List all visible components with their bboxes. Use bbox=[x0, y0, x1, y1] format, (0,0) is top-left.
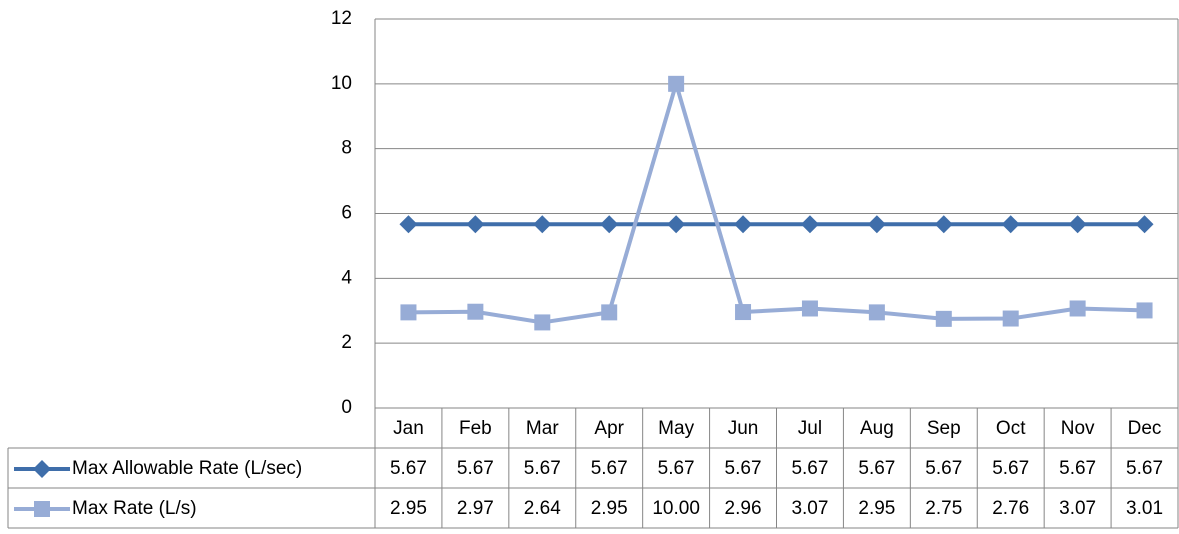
x-tick-label: May bbox=[658, 418, 694, 439]
data-point bbox=[935, 310, 952, 327]
series-line bbox=[408, 81, 1145, 325]
table-value: 3.07 bbox=[1059, 498, 1096, 519]
table-value: 5.67 bbox=[591, 458, 628, 479]
table-value: 2.95 bbox=[591, 498, 628, 519]
legend-key-marker bbox=[34, 501, 50, 517]
table-value: 5.67 bbox=[725, 458, 762, 479]
x-tick-label: Nov bbox=[1061, 418, 1095, 439]
y-tick-label: 6 bbox=[341, 203, 352, 224]
data-point bbox=[934, 215, 953, 234]
data-point bbox=[534, 314, 551, 331]
data-point bbox=[1068, 215, 1087, 234]
table-value: 5.67 bbox=[1126, 458, 1163, 479]
y-tick-label: 4 bbox=[341, 267, 352, 288]
data-point bbox=[1135, 215, 1154, 234]
table-value: 2.75 bbox=[925, 498, 962, 519]
data-point bbox=[533, 215, 552, 234]
data-point bbox=[668, 75, 685, 92]
table-value: 5.67 bbox=[390, 458, 427, 479]
y-tick-label: 2 bbox=[341, 332, 352, 353]
x-tick-label: Dec bbox=[1128, 418, 1162, 439]
x-tick-label: Jun bbox=[728, 418, 759, 439]
legend-key-marker bbox=[33, 460, 51, 478]
data-point bbox=[467, 303, 484, 320]
data-point bbox=[399, 215, 418, 234]
x-tick-label: Oct bbox=[996, 418, 1026, 439]
table-value: 5.67 bbox=[524, 458, 561, 479]
data-point bbox=[400, 304, 417, 321]
y-tick-label: 0 bbox=[341, 397, 352, 418]
x-tick-label: Jan bbox=[393, 418, 424, 439]
data-point bbox=[1002, 310, 1019, 327]
x-tick-label: Apr bbox=[594, 418, 624, 439]
data-point bbox=[667, 215, 686, 234]
table-value: 5.67 bbox=[791, 458, 828, 479]
legend-label: Max Rate (L/s) bbox=[72, 498, 197, 519]
data-point bbox=[1069, 300, 1086, 317]
table-value: 5.67 bbox=[925, 458, 962, 479]
x-tick-label: Feb bbox=[459, 418, 492, 439]
y-tick-label: 8 bbox=[341, 138, 352, 159]
x-tick-label: Aug bbox=[860, 418, 894, 439]
table-value: 2.95 bbox=[858, 498, 895, 519]
y-tick-label: 10 bbox=[331, 73, 352, 94]
data-point bbox=[800, 215, 819, 234]
table-value: 5.67 bbox=[457, 458, 494, 479]
table-value: 2.97 bbox=[457, 498, 494, 519]
x-tick-label: Sep bbox=[927, 418, 961, 439]
data-point bbox=[466, 215, 485, 234]
table-value: 5.67 bbox=[992, 458, 1029, 479]
table-value: 10.00 bbox=[652, 498, 700, 519]
y-tick-label: 12 bbox=[331, 8, 352, 29]
data-point bbox=[735, 304, 752, 321]
data-point bbox=[734, 215, 753, 234]
legend-label: Max Allowable Rate (L/sec) bbox=[72, 458, 302, 479]
data-point bbox=[1136, 302, 1153, 319]
data-point bbox=[1001, 215, 1020, 234]
table-value: 3.07 bbox=[791, 498, 828, 519]
table-value: 5.67 bbox=[858, 458, 895, 479]
x-tick-label: Mar bbox=[526, 418, 559, 439]
table-value: 2.76 bbox=[992, 498, 1029, 519]
data-point bbox=[601, 304, 618, 321]
table-value: 2.95 bbox=[390, 498, 427, 519]
data-point bbox=[868, 304, 885, 321]
table-value: 5.67 bbox=[1059, 458, 1096, 479]
table-value: 5.67 bbox=[658, 458, 695, 479]
data-point bbox=[867, 215, 886, 234]
x-tick-label: Jul bbox=[798, 418, 822, 439]
data-point bbox=[801, 300, 818, 317]
table-value: 2.64 bbox=[524, 498, 561, 519]
data-point bbox=[600, 215, 619, 234]
table-value: 2.96 bbox=[725, 498, 762, 519]
table-value: 3.01 bbox=[1126, 498, 1163, 519]
